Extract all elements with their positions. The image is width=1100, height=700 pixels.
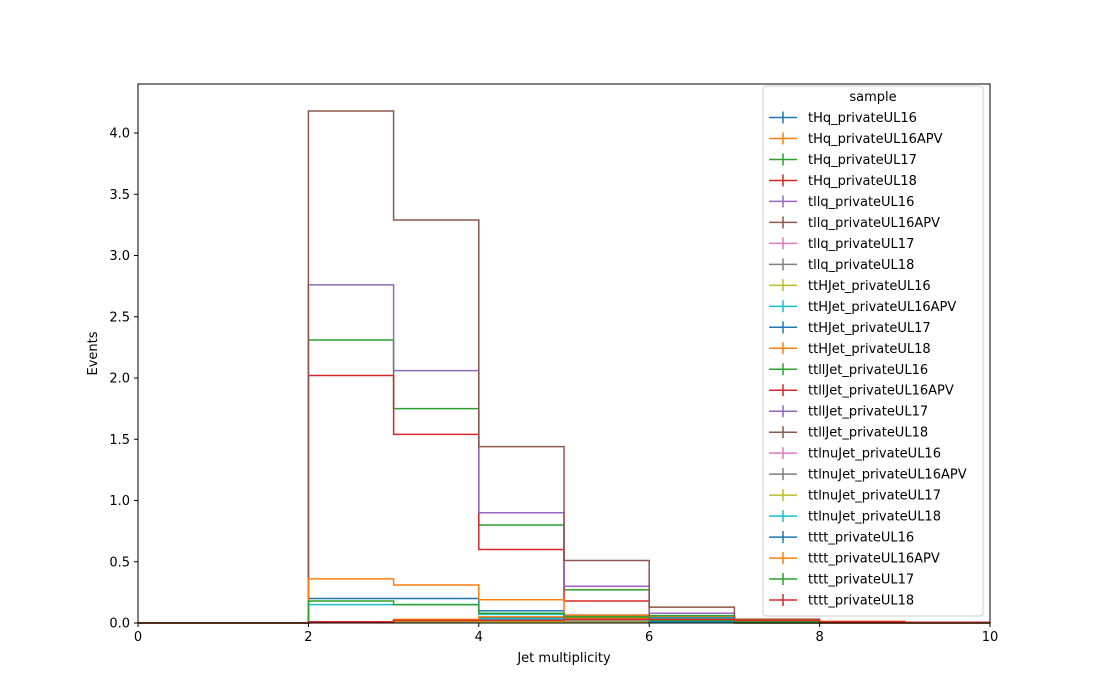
legend-label: ttllJet_privateUL18 xyxy=(808,426,928,441)
legend-label: tllq_privateUL17 xyxy=(808,237,914,252)
x-tick-label: 6 xyxy=(645,630,653,645)
legend-item: tllq_privateUL16APV xyxy=(769,216,940,231)
legend-item: ttlnuJet_privateUL18 xyxy=(769,510,941,525)
legend-item: tllq_privateUL18 xyxy=(769,258,914,273)
y-axis: 0.0 0.5 1.0 1.5 2.0 2.5 3.0 3.5 4.0 xyxy=(109,127,138,632)
legend-item: ttllJet_privateUL16APV xyxy=(769,384,954,399)
legend-label: tHq_privateUL16APV xyxy=(808,132,943,147)
y-tick-label: 3.5 xyxy=(109,188,130,203)
legend-item: ttlnuJet_privateUL17 xyxy=(769,489,941,504)
y-axis-label: Events xyxy=(86,331,101,375)
legend-item: ttHJet_privateUL16 xyxy=(769,279,931,294)
legend-label: ttlnuJet_privateUL16 xyxy=(808,447,941,462)
y-tick-label: 2.0 xyxy=(109,372,130,387)
legend-item: ttllJet_privateUL18 xyxy=(769,426,928,441)
legend-item: tllq_privateUL17 xyxy=(769,237,914,252)
legend-item: ttHJet_privateUL17 xyxy=(769,321,931,336)
x-axis-label: Jet multiplicity xyxy=(516,651,611,666)
legend-label: tttt_privateUL17 xyxy=(808,573,914,588)
y-tick-label: 1.5 xyxy=(109,433,130,448)
legend-label: ttHJet_privateUL16APV xyxy=(808,300,956,315)
legend-label: ttHJet_privateUL16 xyxy=(808,279,931,294)
legend-item: tttt_privateUL17 xyxy=(769,573,914,588)
legend-label: tHq_privateUL18 xyxy=(808,174,917,189)
y-tick-label: 4.0 xyxy=(109,127,130,142)
legend-label: ttllJet_privateUL16APV xyxy=(808,384,954,399)
legend-label: tttt_privateUL18 xyxy=(808,594,914,609)
legend-label: ttlnuJet_privateUL17 xyxy=(808,489,941,504)
legend-item: ttHJet_privateUL16APV xyxy=(769,300,956,315)
x-tick-label: 2 xyxy=(304,630,312,645)
legend-label: ttlnuJet_privateUL18 xyxy=(808,510,941,525)
x-tick-label: 0 xyxy=(134,630,142,645)
legend-items: tHq_privateUL16 tHq_privateUL16APV tHq_pri… xyxy=(769,111,967,609)
legend-label: tHq_privateUL16 xyxy=(808,111,917,126)
x-tick-label: 8 xyxy=(815,630,823,645)
legend-item: tllq_privateUL16 xyxy=(769,195,914,210)
legend-title: sample xyxy=(849,90,896,105)
legend-label: ttllJet_privateUL17 xyxy=(808,405,928,420)
legend-label: ttHJet_privateUL18 xyxy=(808,342,931,357)
x-tick-label: 10 xyxy=(982,630,999,645)
legend-label: tllq_privateUL18 xyxy=(808,258,914,273)
legend-item: tttt_privateUL18 xyxy=(769,594,914,609)
legend-label: tttt_privateUL16APV xyxy=(808,552,940,567)
legend-item: tttt_privateUL16APV xyxy=(769,552,940,567)
legend-item: ttlnuJet_privateUL16APV xyxy=(769,468,967,483)
legend-label: tllq_privateUL16 xyxy=(808,195,914,210)
legend-item: tttt_privateUL16 xyxy=(769,531,914,546)
legend-item: tHq_privateUL16APV xyxy=(769,132,943,147)
legend-label: ttllJet_privateUL16 xyxy=(808,363,928,378)
y-tick-label: 3.0 xyxy=(109,249,130,264)
legend-label: tllq_privateUL16APV xyxy=(808,216,940,231)
legend-item: ttllJet_privateUL17 xyxy=(769,405,928,420)
legend-box xyxy=(762,85,984,617)
legend-item: tHq_privateUL17 xyxy=(769,153,917,168)
legend-item: ttlnuJet_privateUL16 xyxy=(769,447,941,462)
axes-frame xyxy=(137,83,991,624)
y-tick-label: 2.5 xyxy=(109,310,130,325)
legend-label: ttHJet_privateUL17 xyxy=(808,321,931,336)
legend-label: tHq_privateUL17 xyxy=(808,153,917,168)
legend-item: ttHJet_privateUL18 xyxy=(769,342,931,357)
y-tick-label: 1.0 xyxy=(109,494,130,509)
legend-label: tttt_privateUL16 xyxy=(808,531,914,546)
y-tick-label: 0.5 xyxy=(109,555,130,570)
x-axis: 0 2 4 6 8 10 xyxy=(134,623,998,645)
legend-label: ttlnuJet_privateUL16APV xyxy=(808,468,967,483)
legend: sample tHq_privateUL16 tHq_privateUL16APV… xyxy=(762,85,984,617)
legend-item: tHq_privateUL16 xyxy=(769,111,917,126)
legend-item: ttllJet_privateUL16 xyxy=(769,363,928,378)
series-line-tttt_privateUL18 xyxy=(138,618,990,624)
x-tick-label: 4 xyxy=(475,630,483,645)
y-tick-label: 0.0 xyxy=(109,617,130,632)
legend-item: tHq_privateUL18 xyxy=(769,174,917,189)
